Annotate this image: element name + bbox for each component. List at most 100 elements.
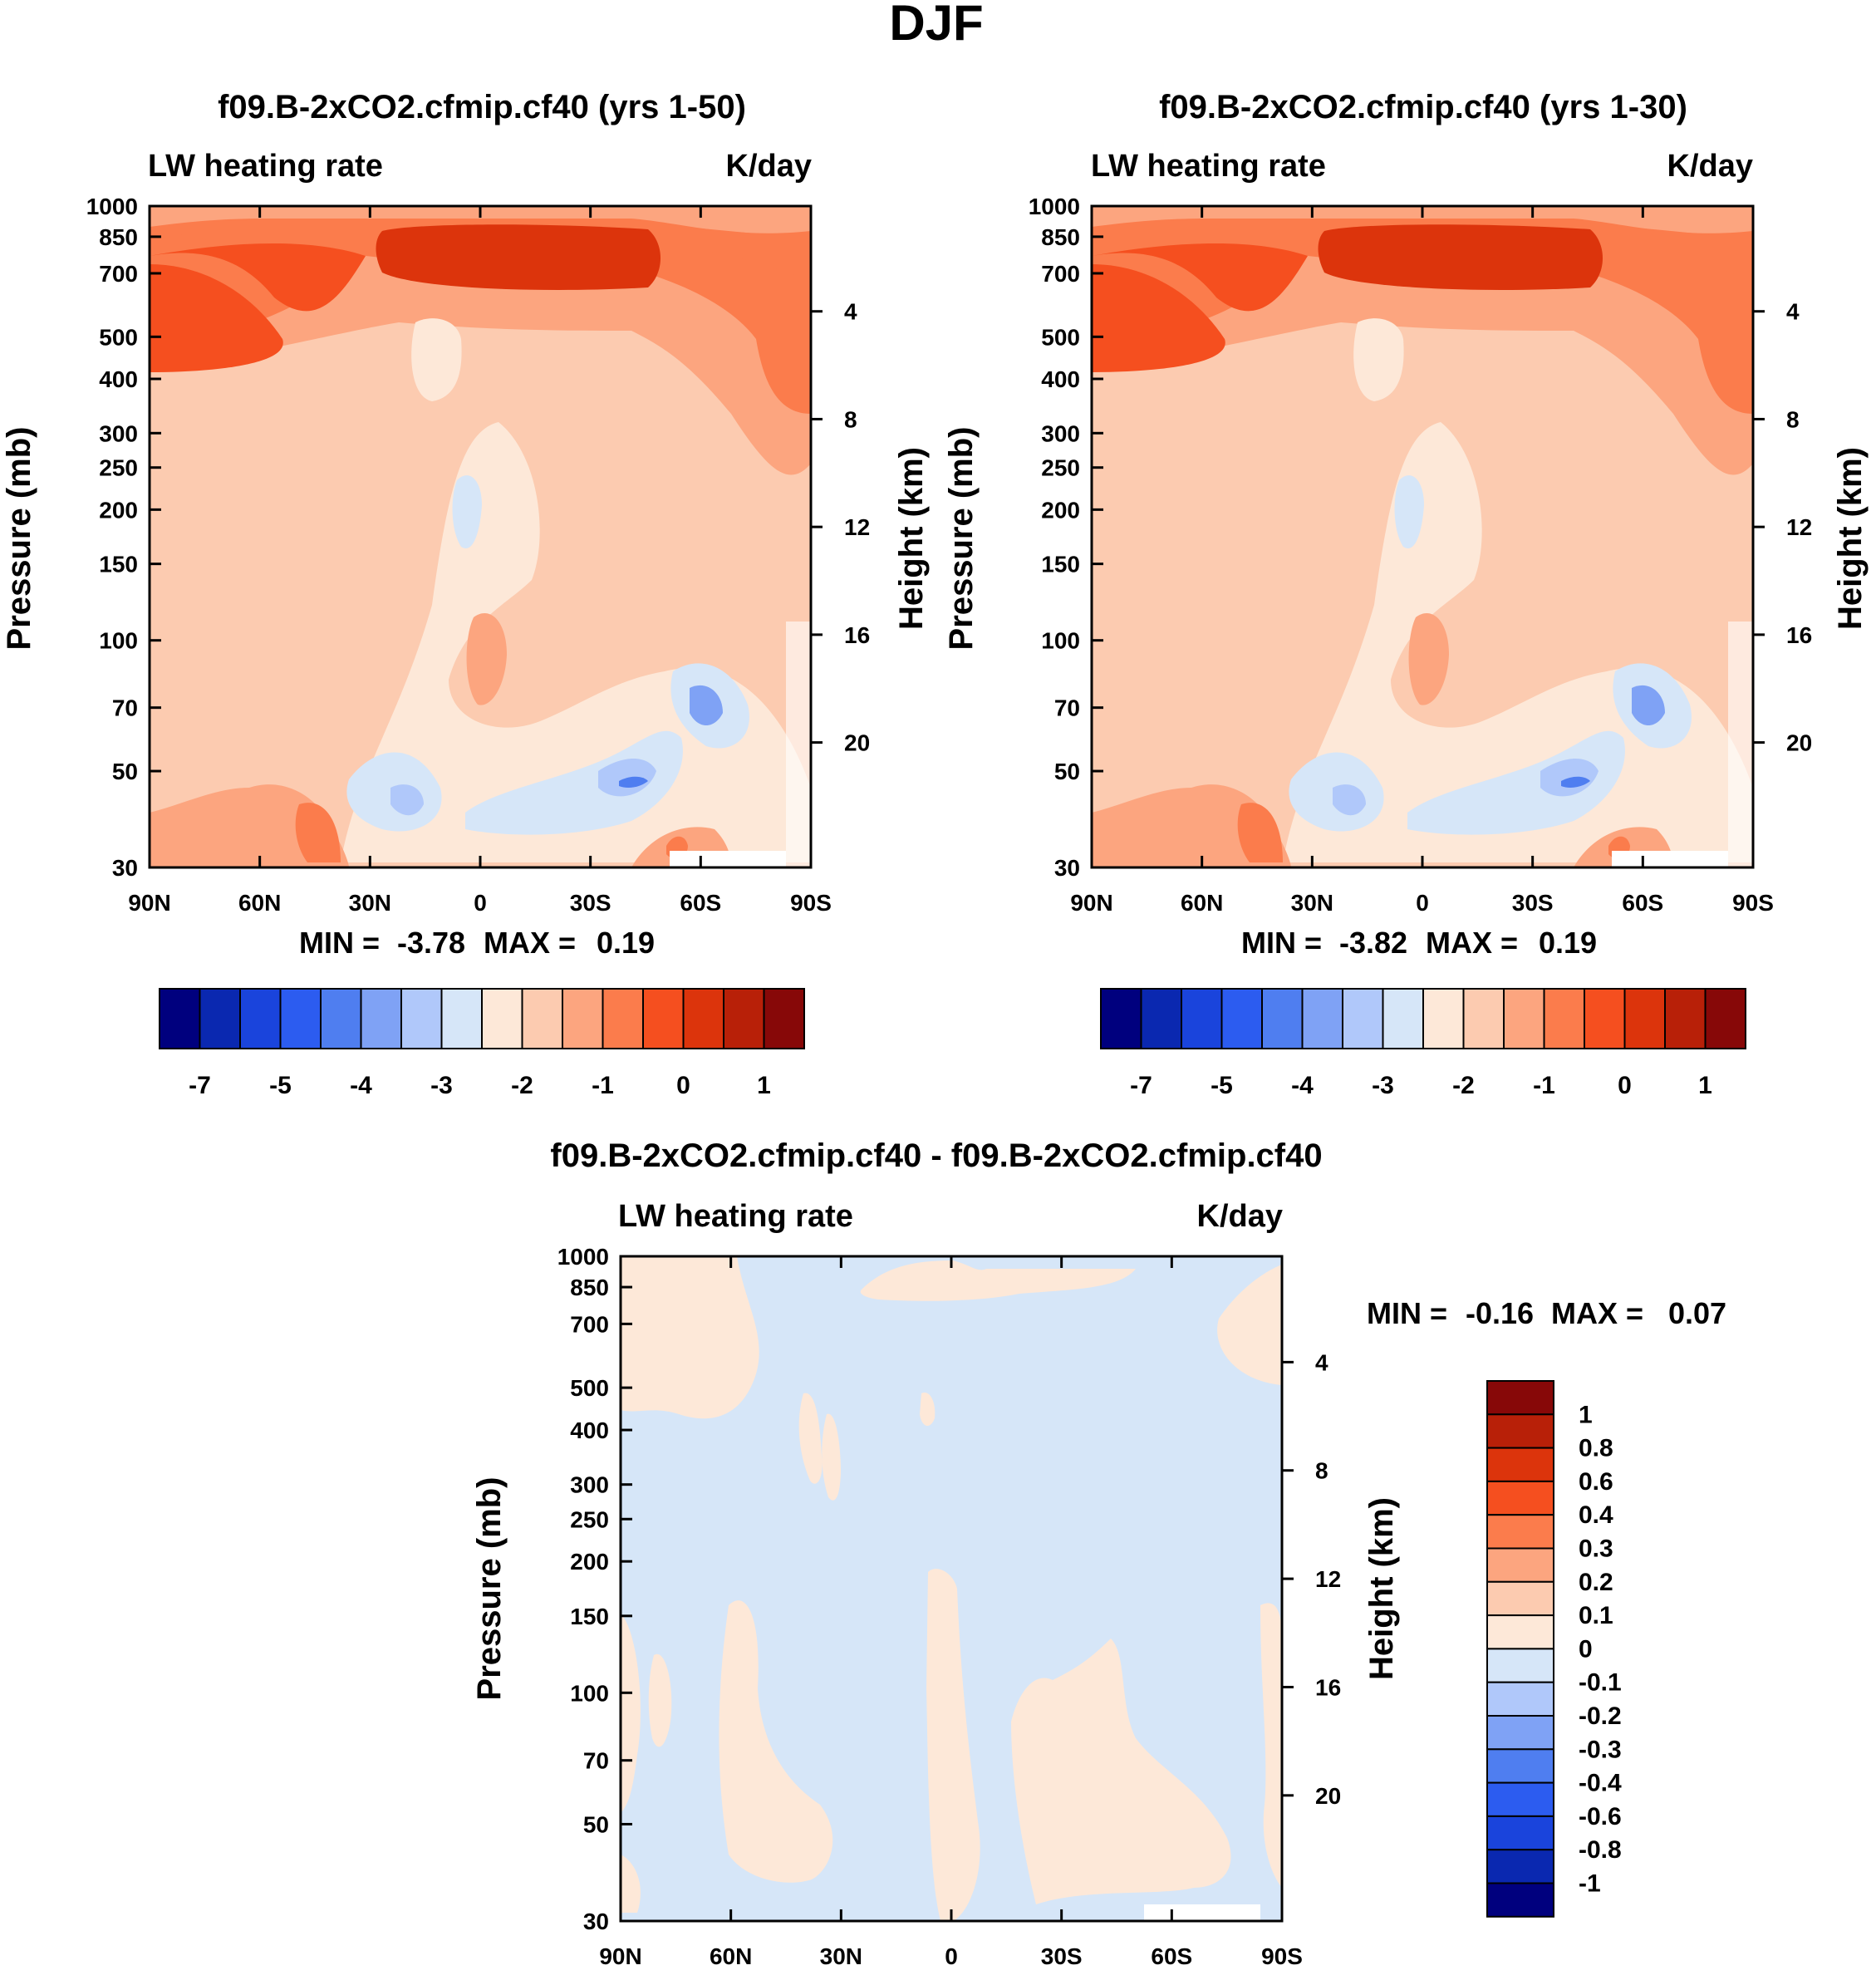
- figure-title: DJF: [889, 0, 983, 51]
- colorbar-label: -0.6: [1579, 1803, 1622, 1830]
- colorbar-label: -5: [1211, 1072, 1233, 1099]
- panel-2-contours: [1092, 206, 1753, 867]
- colorbar-swatch: [1486, 1447, 1554, 1482]
- colorbar-swatch: [1486, 1547, 1554, 1583]
- panel-3: f09.B-2xCO2.cfmip.cf40 - f09.B-2xCO2.cfm…: [471, 1137, 1726, 1969]
- panel-2-region-neg-mid: [1407, 730, 1625, 835]
- colorbar-label: 0: [1579, 1635, 1593, 1663]
- panel-2-y2label: Height (km): [1832, 447, 1869, 630]
- panel-3-ytick-label: 1000: [557, 1244, 609, 1270]
- colorbar-swatch: [562, 988, 604, 1049]
- panel-2-ylabel: Pressure (mb): [943, 427, 980, 651]
- panel-2-max-label: MAX =: [1426, 926, 1518, 960]
- panel-3-region-right-edge: [1260, 1603, 1282, 1888]
- panel-3-region-upper-right: [1217, 1265, 1282, 1385]
- panel-1-title: f09.B-2xCO2.cfmip.cf40 (yrs 1-50): [218, 89, 746, 125]
- panel-1-region-stripe: [411, 318, 462, 401]
- panel-2-edge-mask: [1728, 622, 1753, 867]
- panel-3-ytick-label: 200: [570, 1549, 609, 1575]
- panel-3-ytick-label: 850: [570, 1275, 609, 1300]
- colorbar-label: -4: [1291, 1072, 1314, 1099]
- panel-2-xtick-label: 60S: [1622, 890, 1663, 916]
- panel-3-xtick-label: 90S: [1261, 1943, 1303, 1969]
- panel-2-y2tick-label: 8: [1786, 406, 1800, 432]
- panel-3-region-left-streak: [648, 1653, 672, 1747]
- panel-3-region-mid-left: [719, 1600, 833, 1883]
- panel-1: f09.B-2xCO2.cfmip.cf40 (yrs 1-50) LW hea…: [1, 89, 930, 1099]
- panel-2-region-neg-upper: [1394, 475, 1424, 548]
- panel-2-xtick-label: 90S: [1732, 890, 1774, 916]
- panel-3-y2tick-label: 20: [1315, 1783, 1341, 1809]
- colorbar-swatch: [602, 988, 644, 1049]
- panel-3-ytick-label: 30: [583, 1909, 609, 1934]
- colorbar-swatch: [1664, 988, 1707, 1049]
- panel-2-ytick-label: 30: [1054, 855, 1080, 881]
- panel-2-region-mid-warm: [1408, 613, 1449, 705]
- colorbar-label: -2: [1452, 1072, 1475, 1099]
- panel-3-colorbar: 1 0.8 0.6 0.4 0.3 0.2 0.1 0 -0.1 -0.2 -0.3 -0.4 -0.6…: [1486, 1380, 1622, 1918]
- panel-1-region-left-lobe: [150, 264, 283, 372]
- colorbar-label: 0.4: [1579, 1501, 1613, 1529]
- panel-2-ytick-label: 700: [1041, 261, 1080, 287]
- panel-1-y2tick-label: 8: [844, 406, 857, 432]
- panel-3-missing-mask: [1144, 1904, 1260, 1921]
- colorbar-swatch: [1486, 1413, 1554, 1449]
- panel-3-title: f09.B-2xCO2.cfmip.cf40 - f09.B-2xCO2.cfm…: [550, 1137, 1322, 1174]
- panel-1-max-value: 0.19: [597, 926, 655, 960]
- colorbar-swatch: [1382, 988, 1424, 1049]
- panel-2-region-neg-mid-core: [1540, 759, 1599, 797]
- panel-1-ytick-label: 300: [99, 420, 138, 446]
- panel-3-region-mid-right: [1011, 1639, 1231, 1904]
- colorbar-swatch: [1486, 1480, 1554, 1516]
- panel-2-min-label: MIN =: [1241, 926, 1322, 960]
- panel-3-region-streak-1: [798, 1393, 823, 1484]
- colorbar-swatch: [159, 988, 201, 1049]
- colorbar-label: -0.4: [1579, 1770, 1622, 1797]
- panel-1-ytick-label: 150: [99, 552, 138, 577]
- panel-1-xtick-label: 90N: [128, 890, 170, 916]
- colorbar-swatch: [279, 988, 322, 1049]
- colorbar-label: -0.3: [1579, 1736, 1622, 1763]
- colorbar-swatch: [1100, 988, 1142, 1049]
- panel-2-ytick-label: 300: [1041, 420, 1080, 446]
- panel-1-region-top-band: [150, 206, 811, 233]
- colorbar-swatch: [1486, 1514, 1554, 1550]
- panel-2-ytick-label: 400: [1041, 366, 1080, 392]
- colorbar-label: 0.8: [1579, 1435, 1613, 1462]
- panel-1-region-surface-left-core: [295, 803, 341, 862]
- colorbar-swatch: [1342, 988, 1384, 1049]
- colorbar-swatch: [1704, 988, 1746, 1049]
- panel-3-left-label: LW heating rate: [618, 1199, 853, 1234]
- panel-3-ytick-label: 500: [570, 1375, 609, 1401]
- panel-1-max-label: MAX =: [484, 926, 576, 960]
- panel-1-y2tick-label: 20: [844, 730, 870, 756]
- colorbar-swatch: [1301, 988, 1343, 1049]
- colorbar-label: 0.6: [1579, 1468, 1613, 1496]
- panel-1-y2label: Height (km): [893, 447, 930, 630]
- panel-1-ytick-label: 30: [112, 855, 138, 881]
- panel-2-y2tick-label: 20: [1786, 730, 1812, 756]
- panel-3-xtick-label: 60N: [710, 1943, 752, 1969]
- panel-3-ytick-label: 300: [570, 1472, 609, 1498]
- panel-3-ytick-label: 150: [570, 1604, 609, 1629]
- panel-1-ytick-label: 250: [99, 455, 138, 481]
- panel-2-region-core: [1318, 224, 1603, 290]
- panel-1-ylabel: Pressure (mb): [1, 427, 37, 651]
- colorbar-swatch: [360, 988, 402, 1049]
- colorbar-swatch: [642, 988, 685, 1049]
- colorbar-label: -1: [1533, 1072, 1555, 1099]
- panel-2-y2tick-label: 12: [1786, 514, 1812, 540]
- colorbar-label: -4: [350, 1072, 372, 1099]
- panel-1-y2tick-label: 4: [844, 299, 857, 325]
- panel-3-xtick-label: 90N: [599, 1943, 641, 1969]
- panel-2-region-surface-left-core: [1237, 803, 1283, 862]
- colorbar-label: -7: [1130, 1072, 1152, 1099]
- panel-1-ytick-label: 700: [99, 261, 138, 287]
- colorbar-label: -5: [269, 1072, 292, 1099]
- panel-3-ytick-label: 700: [570, 1311, 609, 1337]
- panel-2-xtick-label: 60N: [1181, 890, 1223, 916]
- colorbar-label: 0.3: [1579, 1535, 1613, 1563]
- colorbar-swatch: [1584, 988, 1626, 1049]
- panel-3-y2tick-label: 4: [1315, 1349, 1328, 1375]
